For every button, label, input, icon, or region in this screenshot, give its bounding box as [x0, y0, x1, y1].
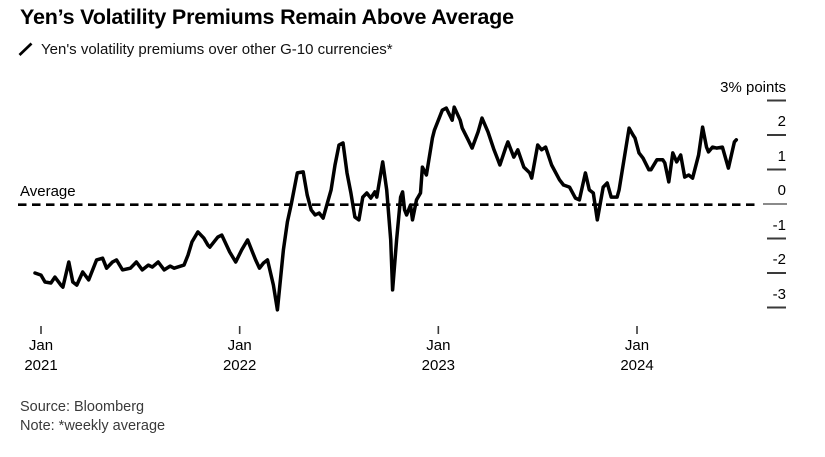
series-line: [33, 105, 739, 312]
y-axis-label: -3: [772, 285, 786, 303]
x-axis-label: Jan 2023: [421, 337, 456, 374]
y-axis-unit-label: 3% points: [720, 78, 786, 96]
y-axis-label: -1: [772, 216, 786, 234]
y-axis-ticks: [763, 99, 787, 309]
y-axis-label: 1: [777, 147, 786, 165]
y-axis-label: -2: [772, 251, 786, 268]
x-axis-label: Jan 2024: [620, 337, 654, 374]
chart-legend: Yen's volatility premiums over other G-1…: [17, 41, 393, 58]
line-series-icon: [18, 42, 33, 56]
source-text: Source: Bloomberg: [20, 399, 145, 415]
y-axis-label: 2: [777, 113, 786, 130]
x-axis-label: Jan 2022: [222, 337, 257, 374]
x-axis-label: Jan 2021: [24, 337, 58, 374]
legend-label: Yen's volatility premiums over other G-1…: [41, 41, 393, 58]
average-line-label: Average: [20, 183, 76, 200]
x-axis-ticks: [40, 326, 638, 334]
y-axis-label: 0: [777, 182, 786, 199]
note-text: Note: *weekly average: [20, 418, 166, 434]
chart-title: Yen’s Volatility Premiums Remain Above A…: [20, 5, 514, 29]
